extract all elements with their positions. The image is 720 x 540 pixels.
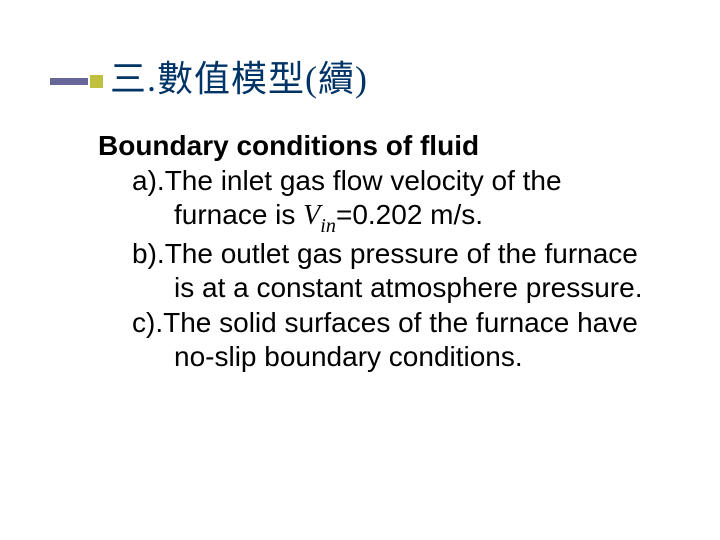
- item-a-post: =0.202 m/s.: [336, 199, 483, 230]
- item-a-line2: furnace is Vin=0.202 m/s.: [132, 198, 650, 237]
- item-a-var: V: [303, 200, 320, 231]
- item-c-label: c).: [132, 307, 163, 338]
- content-block: Boundary conditions of fluid a).The inle…: [50, 130, 670, 374]
- item-a-label: a).: [132, 165, 165, 196]
- item-a-pre: furnace is: [174, 199, 303, 230]
- title-accent-square: [90, 75, 103, 88]
- item-b-line1: The outlet gas pressure of the furnace: [165, 238, 638, 269]
- item-c: c).The solid surfaces of the furnace hav…: [98, 306, 650, 374]
- item-a: a).The inlet gas flow velocity of the fu…: [98, 164, 650, 237]
- item-c-line2: no-slip boundary conditions.: [132, 340, 650, 374]
- slide-title: 三.數值模型(續): [80, 50, 670, 102]
- item-b-label: b).: [132, 238, 165, 269]
- slide-container: 三.數值模型(續) Boundary conditions of fluid a…: [0, 0, 720, 540]
- item-b-line2: is at a constant atmosphere pressure.: [132, 271, 650, 305]
- item-a-line1: The inlet gas flow velocity of the: [165, 165, 562, 196]
- item-a-sub: in: [320, 215, 336, 237]
- title-accent-bar: [50, 78, 88, 85]
- title-block: 三.數值模型(續): [50, 50, 670, 102]
- item-b: b).The outlet gas pressure of the furnac…: [98, 237, 650, 305]
- section-heading: Boundary conditions of fluid: [98, 130, 650, 162]
- item-c-line1: The solid surfaces of the furnace have: [163, 307, 638, 338]
